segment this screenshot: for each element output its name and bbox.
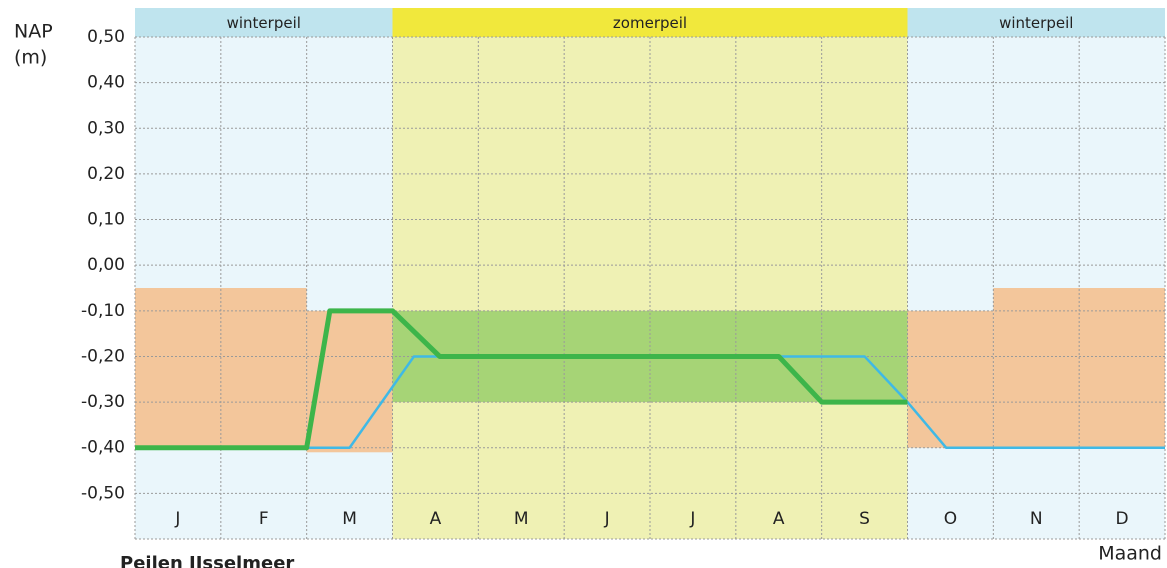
y-axis-label: (m) (14, 47, 47, 69)
x-tick-label: D (1116, 509, 1129, 529)
y-axis-label: NAP (14, 21, 53, 43)
range-area (306, 310, 393, 453)
chart-title: Peilen IJsselmeer (120, 553, 294, 568)
x-tick-label: S (859, 509, 870, 529)
y-tick-label: -0,20 (81, 346, 125, 366)
y-tick-label: -0,10 (81, 301, 125, 321)
period-label: winterpeil (227, 14, 301, 32)
x-tick-label: J (689, 509, 695, 529)
period-band (135, 8, 393, 37)
series-line (135, 308, 908, 451)
x-tick-label: A (430, 509, 442, 529)
y-tick-label: 0,40 (87, 73, 125, 93)
x-tick-label: M (514, 509, 529, 529)
y-tick-label: -0,40 (81, 438, 125, 458)
y-tick-label: -0,50 (81, 483, 125, 503)
y-tick-label: -0,30 (81, 392, 125, 412)
period-band (907, 8, 1165, 37)
range-area (993, 288, 1165, 448)
range-area (907, 310, 994, 448)
y-tick-label: 0,10 (87, 210, 125, 230)
y-tick-label: 0,50 (87, 27, 125, 47)
x-tick-label: J (604, 509, 610, 529)
x-axis-label: Maand (1098, 543, 1162, 565)
x-tick-label: O (944, 509, 957, 529)
period-label: zomerpeil (613, 14, 687, 32)
x-tick-label: M (342, 509, 357, 529)
period-background (392, 37, 908, 539)
period-label: winterpeil (999, 14, 1073, 32)
x-tick-label: F (259, 509, 269, 529)
y-tick-label: 0,30 (87, 118, 125, 138)
x-tick-label: N (1030, 509, 1043, 529)
x-tick-label: A (773, 509, 785, 529)
period-band (392, 8, 908, 37)
y-tick-label: 0,20 (87, 164, 125, 184)
range-area (135, 288, 307, 448)
y-tick-label: 0,00 (87, 255, 125, 275)
series-line (135, 355, 1165, 449)
x-tick-label: J (174, 509, 180, 529)
